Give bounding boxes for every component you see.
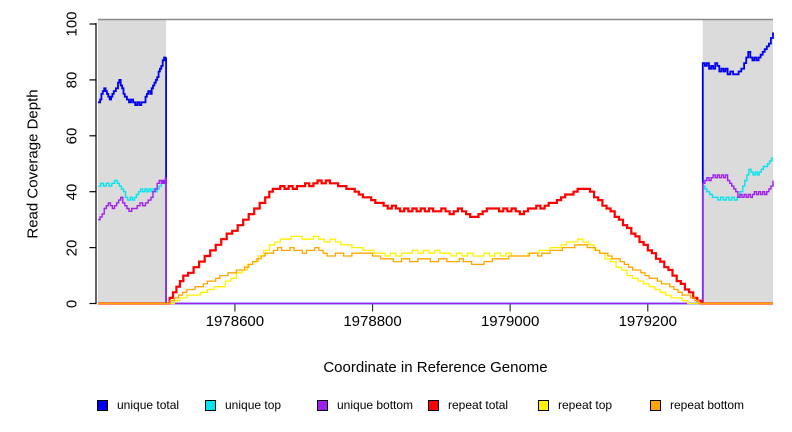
repeat-top-swatch [538, 399, 549, 411]
legend-label: unique total [117, 398, 180, 412]
repeat-total-swatch [428, 399, 439, 411]
x-tick-label: 1979000 [480, 313, 540, 330]
y-tick-label: 20 [63, 239, 81, 256]
y-tick-label: 60 [63, 127, 81, 145]
plot-legend: unique total unique top unique bottom re… [0, 396, 792, 416]
series-line-repeat-total [98, 179, 773, 305]
legend-item-unique-top: unique top [205, 396, 281, 414]
y-axis-title: Read Coverage Depth [24, 89, 42, 239]
legend-label: unique top [225, 398, 282, 412]
legend-item-repeat-total: repeat total [428, 396, 508, 414]
series-line-unique-total [98, 32, 774, 305]
series-line-repeat-top [98, 235, 773, 305]
unique-total-swatch [97, 399, 108, 411]
y-tick-label: 100 [63, 11, 81, 37]
legend-label: unique bottom [337, 398, 414, 412]
x-axis-title: Coordinate in Reference Genome [323, 359, 548, 376]
series-line-unique-top [98, 157, 773, 305]
unique-region-shading [98, 19, 167, 304]
series-line-repeat-bottom [98, 244, 773, 305]
coverage-plot [89, 18, 774, 312]
x-tick-label: 1979200 [618, 313, 677, 330]
legend-label: repeat total [448, 398, 509, 412]
unique-top-swatch [205, 399, 216, 411]
unique-bottom-swatch [317, 399, 328, 411]
series-line-unique-bottom [98, 174, 774, 305]
legend-item-repeat-top: repeat top [538, 396, 612, 414]
x-tick-label: 1978600 [205, 313, 265, 330]
legend-item-unique-total: unique total [97, 396, 179, 414]
unique-region-shading [702, 19, 773, 304]
legend-label: repeat top [558, 398, 613, 412]
repeat-bottom-swatch [650, 399, 661, 411]
y-tick-label: 0 [63, 299, 81, 308]
legend-item-unique-bottom: unique bottom [317, 396, 413, 414]
legend-label: repeat bottom [670, 398, 745, 412]
legend-item-repeat-bottom: repeat bottom [650, 396, 744, 414]
y-tick-label: 40 [63, 183, 81, 201]
y-tick-label: 80 [63, 71, 81, 89]
x-tick-label: 1978800 [343, 313, 402, 330]
